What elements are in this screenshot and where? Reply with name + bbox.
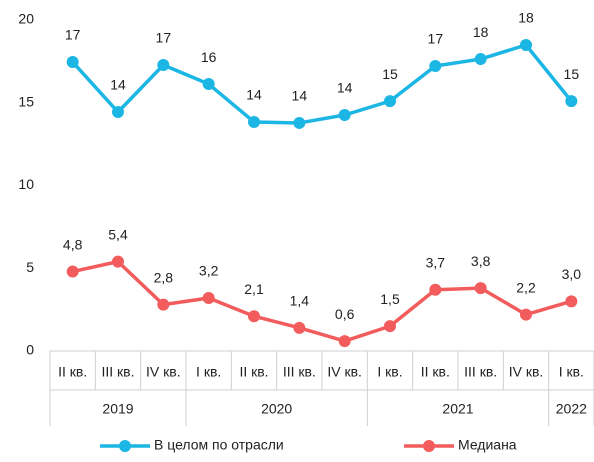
- data-point: [157, 59, 170, 72]
- data-label: 1,5: [380, 291, 400, 307]
- legend-label: В целом по отрасли: [154, 437, 284, 453]
- y-tick-label: 5: [26, 259, 34, 275]
- x-tick-label: II кв.: [421, 364, 450, 380]
- x-group-label: 2021: [442, 401, 473, 417]
- data-label: 3,7: [426, 254, 446, 270]
- data-point: [293, 116, 306, 129]
- data-point: [66, 265, 79, 278]
- y-tick-label: 10: [18, 176, 34, 192]
- data-point: [248, 310, 260, 323]
- data-point: [338, 335, 351, 348]
- data-point: [429, 283, 442, 296]
- data-point: [112, 255, 124, 268]
- x-tick-label: II кв.: [58, 364, 87, 380]
- data-label: 17: [65, 27, 81, 43]
- x-tick-label: I кв.: [559, 364, 584, 380]
- data-point: [384, 95, 396, 108]
- data-point: [565, 295, 578, 308]
- data-label: 1,4: [290, 293, 310, 309]
- x-tick-label: I кв.: [377, 364, 402, 380]
- data-point: [66, 56, 79, 69]
- x-tick-label: III кв.: [101, 364, 134, 380]
- data-label: 2,2: [516, 279, 536, 295]
- data-label: 18: [473, 24, 489, 40]
- x-tick-label: IV кв.: [509, 364, 544, 380]
- data-label: 5,4: [108, 226, 128, 242]
- data-label: 14: [337, 80, 353, 96]
- legend-marker: [119, 440, 131, 452]
- data-label: 17: [156, 30, 172, 46]
- data-label: 15: [382, 66, 398, 82]
- data-point: [474, 53, 487, 66]
- data-point: [474, 282, 487, 295]
- data-label: 14: [246, 87, 262, 103]
- data-label: 14: [292, 88, 308, 104]
- legend-marker: [423, 440, 435, 452]
- x-group-label: 2022: [556, 401, 587, 417]
- data-point: [202, 78, 215, 91]
- data-point: [157, 298, 170, 311]
- x-tick-label: IV кв.: [146, 364, 181, 380]
- data-point: [384, 320, 396, 333]
- x-tick-label: IV кв.: [327, 364, 362, 380]
- data-label: 15: [564, 66, 580, 82]
- data-point: [202, 292, 215, 305]
- y-tick-label: 20: [18, 11, 34, 27]
- data-label: 2,1: [244, 281, 264, 297]
- data-label: 3,0: [562, 266, 582, 282]
- data-label: 17: [428, 31, 444, 47]
- series-line: [72, 259, 572, 343]
- data-label: 14: [110, 77, 126, 93]
- data-label: 3,2: [199, 263, 219, 279]
- data-point: [293, 321, 306, 334]
- data-point: [520, 38, 532, 51]
- data-point: [565, 95, 578, 108]
- x-group-label: 2019: [102, 401, 133, 417]
- data-point: [338, 108, 351, 121]
- data-label: 16: [201, 49, 217, 65]
- data-point: [520, 308, 532, 321]
- data-label: 18: [518, 10, 534, 26]
- x-tick-label: III кв.: [464, 364, 497, 380]
- series-line: [71, 43, 573, 125]
- legend-label: Медиана: [458, 437, 517, 453]
- x-tick-label: II кв.: [239, 364, 268, 380]
- y-tick-label: 0: [26, 342, 34, 358]
- x-group-label: 2020: [261, 401, 292, 417]
- data-label: 2,8: [154, 269, 174, 285]
- data-point: [429, 60, 442, 73]
- y-tick-label: 15: [18, 93, 34, 109]
- data-label: 4,8: [63, 236, 83, 252]
- x-tick-label: I кв.: [196, 364, 221, 380]
- data-point: [112, 106, 124, 119]
- data-label: 0,6: [335, 306, 355, 322]
- x-tick-label: III кв.: [283, 364, 316, 380]
- data-label: 3,8: [471, 253, 491, 269]
- data-point: [248, 115, 260, 128]
